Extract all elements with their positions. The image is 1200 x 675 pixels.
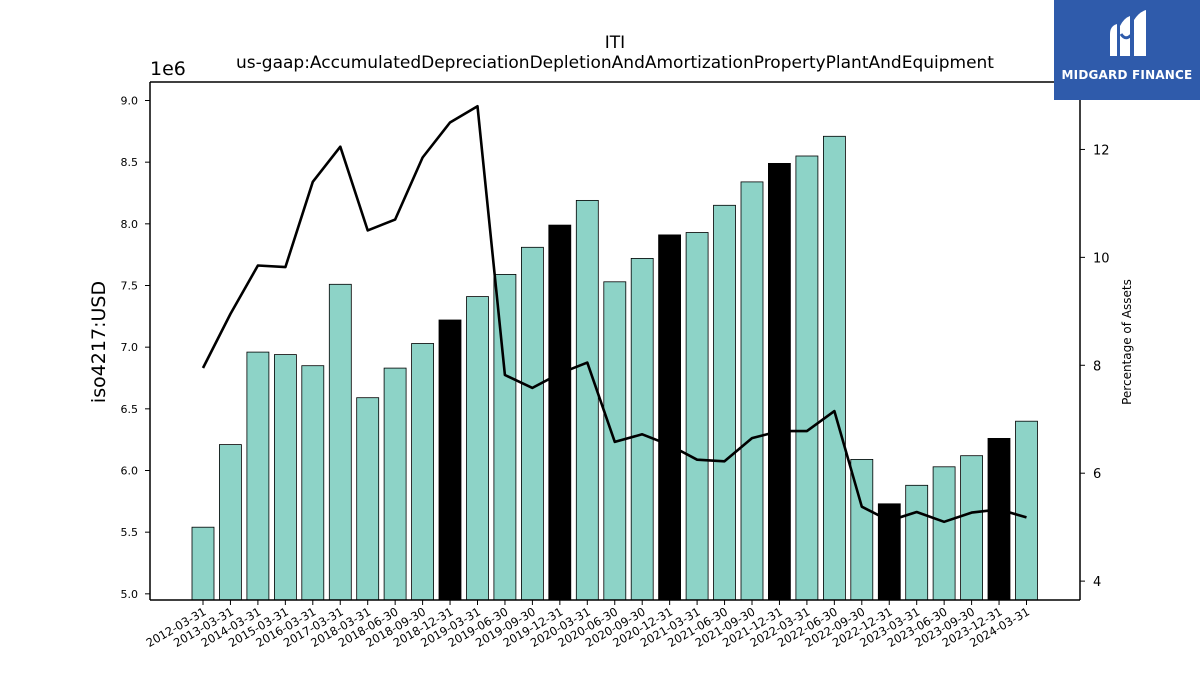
bar-2018-06-30 bbox=[383, 367, 407, 601]
bar-2024-03-31 bbox=[1015, 420, 1038, 601]
bar-2018-12-31 bbox=[438, 319, 462, 601]
y-tick-label: 8.5 bbox=[121, 156, 139, 169]
chart-subtitle: us-gaap:AccumulatedDepreciationDepletion… bbox=[236, 53, 994, 73]
bar-2020-03-31 bbox=[575, 199, 599, 601]
bar-2019-12-31 bbox=[548, 224, 572, 601]
bar-2023-12-31 bbox=[987, 437, 1011, 601]
logo-mark-icon bbox=[1110, 10, 1146, 56]
y-tick-label: 6.0 bbox=[121, 465, 139, 478]
percentage-line bbox=[201, 105, 1027, 524]
bar-2014-03-31 bbox=[246, 351, 270, 601]
y-tick-label: 9.0 bbox=[121, 95, 139, 108]
y-axis-label: iso4217:USD bbox=[88, 281, 110, 403]
y-tick-label: 5.0 bbox=[121, 588, 139, 601]
bar-2021-12-31 bbox=[768, 162, 791, 601]
y2-tick-label: 12 bbox=[1093, 143, 1110, 158]
bar-2013-03-31 bbox=[218, 444, 242, 601]
bar-2021-06-30 bbox=[713, 204, 736, 601]
bar-2020-09-30 bbox=[630, 257, 654, 601]
bar-2017-03-31 bbox=[328, 283, 352, 601]
bar-2023-03-31 bbox=[905, 484, 929, 601]
chart-title: ITI bbox=[605, 33, 625, 53]
bar-2019-06-30 bbox=[493, 273, 517, 601]
y2-tick-label: 6 bbox=[1093, 467, 1101, 482]
bar-2021-09-30 bbox=[740, 181, 764, 601]
line-series bbox=[201, 105, 1027, 524]
y-tick-label: 8.0 bbox=[121, 218, 139, 231]
bar-2022-03-31 bbox=[795, 155, 819, 601]
y-tick-label: 7.5 bbox=[121, 280, 139, 293]
bar-2022-06-30 bbox=[823, 135, 846, 601]
bar-2019-09-30 bbox=[521, 246, 544, 601]
y2-tick-label: 10 bbox=[1093, 251, 1110, 266]
bar-2012-03-31 bbox=[191, 526, 215, 601]
bar-2018-03-31 bbox=[356, 397, 380, 601]
y2-tick-label: 4 bbox=[1093, 575, 1101, 590]
y2-tick-label: 8 bbox=[1093, 359, 1101, 374]
bar-series bbox=[191, 135, 1038, 601]
bar-2023-06-30 bbox=[932, 466, 956, 601]
y2-axis-label: Percentage of Assets bbox=[1120, 279, 1134, 405]
y-tick-label: 6.5 bbox=[121, 403, 139, 416]
bar-2015-03-31 bbox=[273, 354, 297, 601]
bar-2016-03-31 bbox=[301, 365, 325, 601]
y-offset-label: 1e6 bbox=[150, 58, 186, 80]
bar-2019-03-31 bbox=[466, 296, 489, 601]
bar-2020-12-31 bbox=[658, 234, 681, 601]
bar-2023-09-30 bbox=[960, 455, 983, 601]
y-tick-label: 7.0 bbox=[121, 341, 139, 354]
y-tick-label: 5.5 bbox=[121, 526, 139, 539]
bar-2021-03-31 bbox=[685, 232, 709, 601]
bar-2018-09-30 bbox=[411, 343, 435, 601]
logo-text: MIDGARD FINANCE bbox=[1061, 68, 1193, 82]
brand-logo: MIDGARD FINANCE bbox=[1054, 0, 1200, 100]
